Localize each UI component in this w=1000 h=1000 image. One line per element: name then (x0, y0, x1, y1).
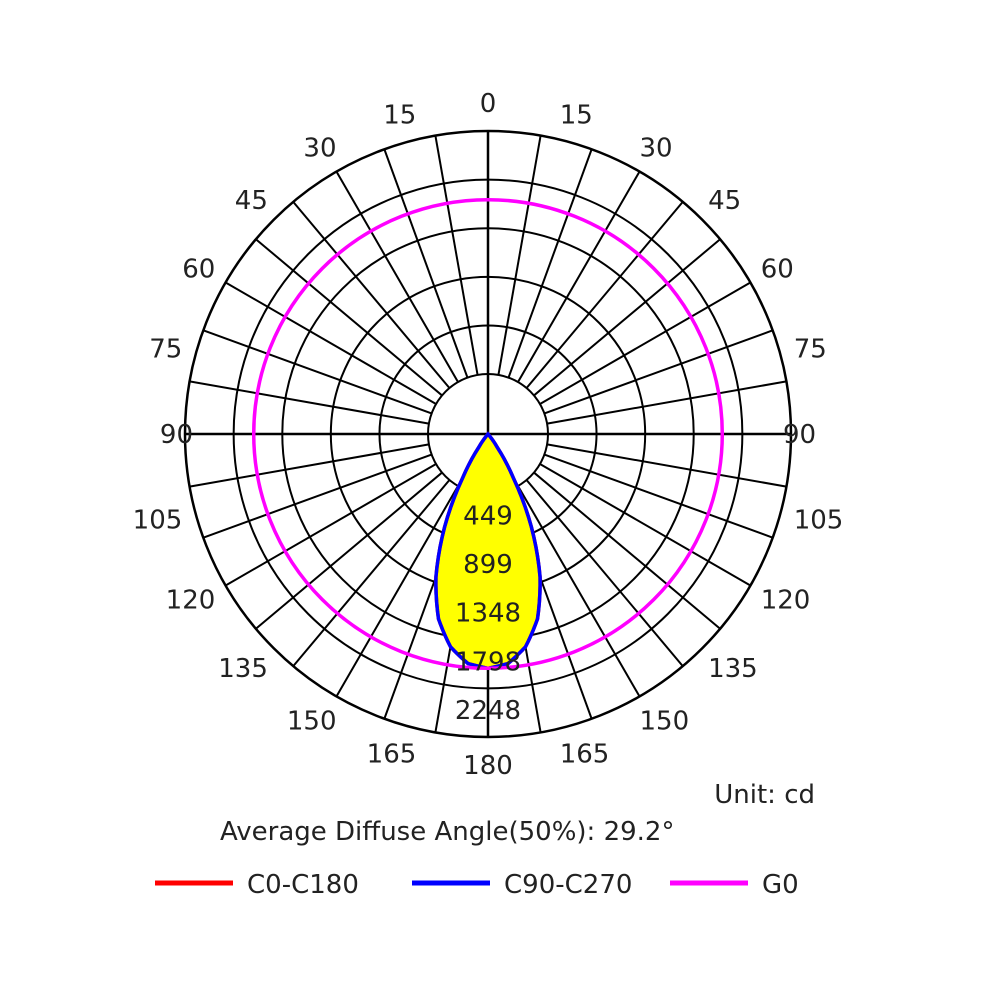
legend: C0-C180 C90-C270 G0 (155, 870, 799, 900)
radial-labels: 449 899 1348 1798 2248 (455, 502, 521, 727)
radial-label-2248: 2248 (455, 696, 521, 726)
spoke-160 (507, 148, 593, 378)
angle-label-left-75: 75 (149, 334, 182, 364)
legend-item-g0: G0 (670, 870, 799, 900)
spoke-330 (335, 485, 459, 697)
radial-label-1798: 1798 (455, 647, 521, 677)
angle-label-left-165: 165 (367, 740, 417, 770)
angle-label-left-45: 45 (235, 186, 268, 216)
angle-label-left-60: 60 (182, 255, 215, 285)
spoke-50 (533, 471, 721, 630)
angle-label-left-30: 30 (303, 133, 336, 163)
angle-label-left-135: 135 (218, 654, 268, 684)
spoke-80 (546, 443, 787, 488)
legend-item-c0-c180: C0-C180 (155, 870, 359, 900)
spoke-70 (544, 453, 774, 539)
spoke-300 (225, 463, 437, 587)
angle-label-right-75: 75 (794, 334, 827, 364)
angle-label-right-150: 150 (640, 707, 690, 737)
angle-label-left-180: 180 (463, 751, 513, 781)
intensity-curves (251, 197, 725, 671)
spoke-40 (525, 479, 684, 667)
spoke-320 (292, 479, 451, 667)
angle-label-right-60: 60 (761, 255, 794, 285)
legend-label: C90-C270 (504, 870, 632, 900)
angle-label-right-45: 45 (708, 186, 741, 216)
spoke-240 (225, 281, 437, 405)
spoke-220 (292, 201, 451, 389)
spoke-280 (189, 443, 430, 488)
angle-label-left-0: 0 (480, 89, 497, 119)
angle-label-right-30: 30 (640, 133, 673, 163)
angle-label-right-135: 135 (708, 654, 758, 684)
spoke-130 (533, 238, 721, 397)
angle-label-right-165: 165 (560, 740, 610, 770)
angle-label-right-15: 15 (560, 100, 593, 130)
spoke-210 (335, 171, 459, 383)
legend-item-c90-c270: C90-C270 (412, 870, 632, 900)
spoke-140 (525, 201, 684, 389)
angle-label-left-15: 15 (383, 100, 416, 130)
spoke-250 (202, 329, 432, 415)
spoke-30 (517, 485, 641, 697)
spoke-100 (546, 380, 787, 425)
spoke-230 (255, 238, 443, 397)
angle-label-left-90: 90 (160, 420, 193, 450)
legend-label: G0 (762, 870, 799, 900)
spoke-60 (539, 463, 751, 587)
spoke-170 (497, 135, 542, 376)
spoke-150 (517, 171, 641, 383)
radial-label-899: 899 (463, 550, 513, 580)
series-g0 (251, 197, 725, 671)
average-angle-label: Average Diffuse Angle(50%): 29.2° (220, 817, 674, 847)
spoke-310 (255, 471, 443, 630)
angle-label-left-105: 105 (133, 506, 183, 536)
legend-label: C0-C180 (247, 870, 359, 900)
spoke-290 (202, 453, 432, 539)
angle-spokes (185, 131, 791, 737)
angle-label-right-120: 120 (761, 586, 811, 616)
beam-fill (435, 434, 541, 669)
spoke-110 (544, 329, 774, 415)
spoke-200 (383, 148, 469, 378)
angle-label-left-120: 120 (166, 586, 216, 616)
radial-label-1348: 1348 (455, 599, 521, 629)
spoke-190 (434, 135, 479, 376)
unit-label: Unit: cd (714, 780, 815, 810)
angle-label-right-105: 105 (794, 506, 844, 536)
spoke-120 (539, 281, 751, 405)
radial-label-449: 449 (463, 502, 513, 532)
angle-label-right-90: 90 (783, 420, 816, 450)
spoke-260 (189, 380, 430, 425)
series-c90-c270 (434, 431, 542, 671)
angle-label-left-150: 150 (287, 707, 337, 737)
